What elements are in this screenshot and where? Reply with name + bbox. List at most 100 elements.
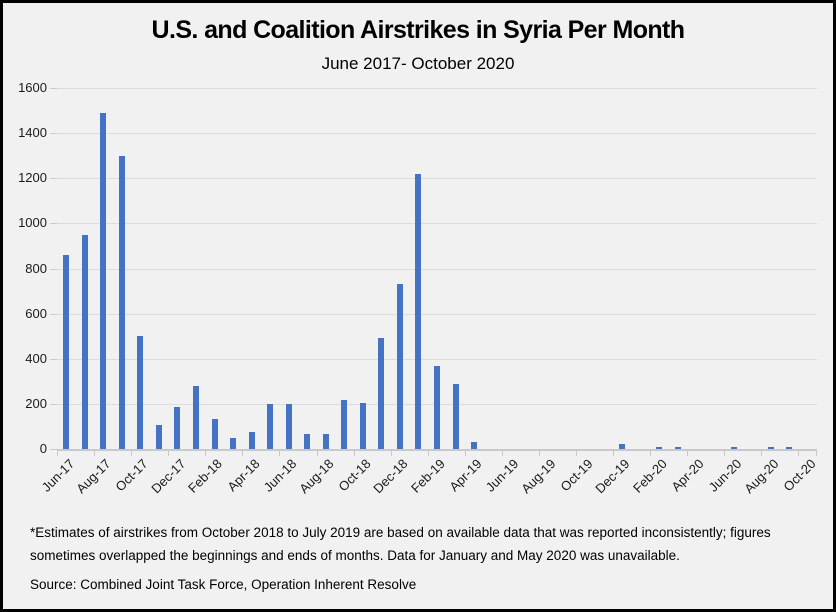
x-axis-tick — [57, 450, 58, 456]
x-axis-label: Aug-19 — [518, 456, 559, 497]
gridline — [57, 223, 817, 225]
bar-Oct-18 — [359, 403, 366, 449]
bar-Mar-20 — [674, 447, 681, 449]
bar-Jun-18 — [285, 404, 292, 449]
bar-Aug-18 — [322, 434, 329, 449]
x-axis-label: Aug-18 — [296, 456, 337, 497]
bar-Jan-18 — [193, 386, 200, 449]
x-axis-label: Aug-20 — [741, 456, 782, 497]
gridline — [57, 358, 817, 360]
x-axis-tick — [131, 450, 133, 456]
y-axis-tick — [50, 358, 57, 360]
gridline — [57, 88, 817, 89]
x-axis-tick — [650, 450, 652, 456]
x-axis-label: Dec-19 — [592, 456, 633, 497]
y-axis-label: 800 — [25, 260, 47, 276]
y-axis-label: 400 — [25, 350, 47, 366]
y-axis-tick — [50, 268, 57, 270]
x-axis-tick — [501, 450, 503, 456]
bar-Feb-19 — [434, 366, 440, 449]
bar-Mar-19 — [452, 384, 459, 449]
x-axis-label: Feb-20 — [630, 456, 671, 496]
x-axis-tick — [205, 450, 207, 456]
x-axis-label: Feb-19 — [407, 456, 448, 496]
bar-Dec-18 — [396, 284, 403, 449]
gridline — [57, 313, 817, 315]
x-axis-tick — [390, 450, 392, 456]
bar-Nov-17 — [155, 425, 162, 449]
x-axis-label: Jun-19 — [483, 456, 522, 495]
x-axis-label: Feb-18 — [185, 456, 226, 496]
bar-Aug-20 — [767, 447, 774, 449]
x-axis-tick — [316, 450, 318, 456]
y-axis-tick — [50, 449, 57, 450]
bar-Dec-19 — [619, 444, 626, 449]
chart-title: U.S. and Coalition Airstrikes in Syria P… — [151, 16, 685, 44]
y-axis-label: 1400 — [18, 125, 47, 141]
x-axis-label: Apr-19 — [446, 456, 485, 495]
y-axis-tick — [50, 178, 57, 180]
x-axis-label: Oct-17 — [112, 456, 152, 495]
bar-Apr-18 — [248, 432, 255, 449]
gridline — [57, 178, 817, 180]
x-axis-tick — [576, 450, 578, 456]
bar-May-18 — [267, 404, 274, 449]
source-note: Source: Combined Joint Task Force, Opera… — [30, 577, 417, 592]
bar-Nov-18 — [378, 338, 385, 449]
x-axis-tick — [353, 450, 355, 456]
bar-Mar-18 — [230, 438, 237, 449]
y-axis-label: 1200 — [18, 170, 47, 186]
y-axis-label: 200 — [25, 395, 47, 411]
x-axis-tick — [761, 450, 763, 456]
bar-Sep-18 — [341, 400, 348, 449]
x-axis-label: Jun-17 — [38, 456, 77, 495]
bar-Oct-17 — [137, 336, 144, 449]
x-axis-tick — [816, 450, 817, 456]
bar-Jul-18 — [304, 434, 311, 449]
bar-Aug-17 — [100, 113, 107, 449]
x-axis-tick — [538, 450, 540, 456]
bar-Jun-17 — [63, 255, 70, 449]
x-axis-tick — [464, 450, 466, 456]
x-axis-tick — [687, 450, 689, 456]
x-axis-line — [57, 449, 817, 451]
x-axis-label: Dec-18 — [370, 456, 411, 497]
y-axis-tick — [50, 313, 57, 315]
x-axis-tick — [242, 450, 244, 456]
y-axis-label: 600 — [25, 305, 47, 321]
bar-Feb-20 — [656, 447, 663, 449]
plot-area: 0 200 400 600 800 1000 1200 1400 1600 Jun-17 Aug-1… — [18, 80, 818, 496]
x-axis-tick — [724, 450, 726, 456]
bar-Jan-19 — [415, 174, 422, 449]
x-axis-tick — [798, 450, 800, 456]
bar-Sep-20 — [786, 447, 793, 449]
x-axis-label: Jun-18 — [260, 456, 300, 495]
y-axis-tick — [50, 133, 57, 135]
y-axis-label: 0 — [39, 441, 47, 456]
x-axis-label: Oct-19 — [557, 456, 596, 495]
gridline — [57, 268, 817, 270]
bar-Dec-17 — [174, 407, 181, 449]
chart-subtitle: June 2017- October 2020 — [321, 54, 515, 73]
x-axis-label: Apr-18 — [224, 456, 263, 495]
x-axis-label: Dec-17 — [147, 456, 189, 497]
x-axis-label: Jun-20 — [705, 456, 745, 495]
x-axis-label: Oct-18 — [335, 456, 374, 495]
y-axis-label: 1600 — [18, 80, 47, 95]
y-axis-tick — [50, 88, 57, 89]
footnote: *Estimates of airstrikes from October 20… — [30, 525, 771, 563]
x-axis-tick — [279, 450, 281, 456]
y-axis-tick — [50, 223, 57, 225]
x-axis-label: Aug-17 — [73, 456, 114, 497]
x-axis-tick — [168, 450, 170, 456]
bar-Apr-19 — [471, 442, 478, 449]
y-axis-label: 1000 — [18, 215, 47, 231]
x-axis-tick — [427, 450, 429, 456]
gridline — [57, 133, 817, 135]
x-axis-label: Apr-20 — [668, 456, 708, 495]
x-axis-tick — [94, 450, 96, 456]
bar-Jun-20 — [730, 447, 737, 449]
bar-Sep-17 — [118, 156, 125, 449]
bar-Jul-17 — [81, 235, 88, 449]
